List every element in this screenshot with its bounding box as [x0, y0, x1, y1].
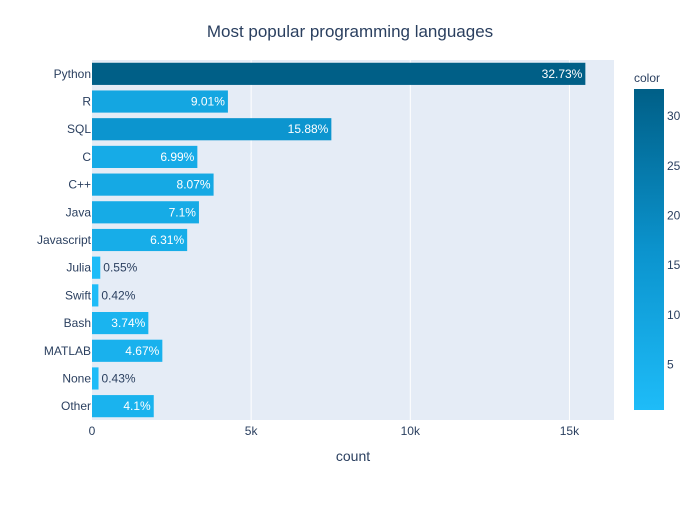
bar-value-label: 4.1%: [123, 399, 151, 413]
category-label: Julia: [66, 261, 91, 275]
colorbar-tick-label: 5: [667, 357, 674, 371]
category-label: None: [62, 371, 91, 385]
category-label: Other: [61, 399, 91, 413]
bar-value-label: 0.43%: [102, 371, 136, 385]
category-label: Swift: [65, 288, 92, 302]
bar: [92, 256, 101, 279]
bar-value-label: 6.99%: [160, 150, 194, 164]
category-label: SQL: [67, 122, 91, 136]
x-tick-label: 5k: [245, 424, 259, 438]
category-axis: Python R SQL C C++ Java Javascript Julia Swift Ba…: [37, 67, 92, 413]
x-axis-ticks: 0 5k 10k 15k: [89, 424, 580, 438]
bar: [92, 367, 99, 390]
x-tick-label: 10k: [401, 424, 421, 438]
category-label: MATLAB: [44, 344, 91, 358]
bar-value-label: 32.73%: [542, 67, 583, 81]
bar: [92, 173, 214, 196]
category-label: C: [82, 150, 91, 164]
colorbar-title: color: [634, 71, 660, 85]
bars: [92, 62, 586, 418]
colorbar: color 5 10 15 20 25 30: [634, 71, 681, 410]
x-tick-label: 0: [89, 424, 96, 438]
bar-value-label: 15.88%: [288, 122, 329, 136]
colorbar-tick-label: 10: [667, 308, 681, 322]
category-label: Python: [54, 67, 91, 81]
colorbar-tick-label: 15: [667, 258, 681, 272]
bar-value-label: 7.1%: [169, 205, 197, 219]
colorbar-tick-label: 25: [667, 159, 681, 173]
category-label: Java: [66, 205, 92, 219]
bar: [92, 145, 198, 168]
colorbar-gradient: [634, 89, 664, 410]
x-tick-label: 15k: [560, 424, 580, 438]
bar-value-label: 8.07%: [177, 178, 211, 192]
bar-value-label: 0.42%: [101, 288, 135, 302]
bar: [92, 62, 586, 85]
colorbar-tick-label: 30: [667, 109, 681, 123]
bar-value-label: 4.67%: [125, 344, 159, 358]
bar-labels: 32.73% 9.01% 15.88% 6.99% 8.07% 7.1% 6.31% 0.55…: [101, 67, 582, 413]
x-axis-title: count: [336, 448, 370, 464]
bar: [92, 90, 228, 113]
bar-value-label: 3.74%: [111, 316, 145, 330]
bar: [92, 284, 99, 307]
colorbar-tick-label: 20: [667, 208, 681, 222]
category-label: Javascript: [37, 233, 92, 247]
bar: [92, 312, 149, 335]
bar: [92, 228, 188, 252]
bar-value-label: 0.55%: [103, 261, 137, 275]
bar-value-label: 6.31%: [150, 233, 184, 247]
bar: [92, 201, 199, 224]
bar: [92, 339, 163, 362]
colorbar-ticks: 5 10 15 20 25 30: [667, 109, 681, 371]
bar: [92, 395, 154, 418]
bar: [92, 118, 332, 141]
bar-value-label: 9.01%: [191, 95, 225, 109]
chart-title: Most popular programming languages: [207, 22, 493, 41]
category-label: Bash: [64, 316, 91, 330]
category-label: R: [82, 95, 91, 109]
category-label: C++: [68, 178, 91, 192]
